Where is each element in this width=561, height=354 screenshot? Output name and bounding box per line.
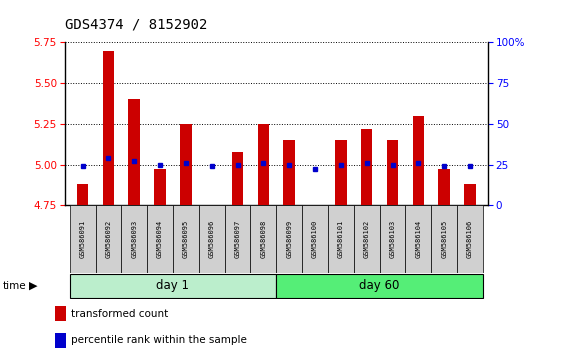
Bar <box>224 205 250 273</box>
Bar <box>154 170 166 205</box>
Bar <box>173 205 199 273</box>
Text: day 1: day 1 <box>157 279 190 292</box>
Bar <box>147 205 173 273</box>
Bar <box>257 124 269 205</box>
Bar <box>438 170 450 205</box>
Bar <box>55 333 66 348</box>
Bar <box>309 205 321 227</box>
Bar <box>232 152 243 205</box>
Text: GSM586091: GSM586091 <box>80 220 86 258</box>
Bar <box>276 274 483 298</box>
Bar <box>128 99 140 205</box>
Text: GSM586103: GSM586103 <box>389 220 396 258</box>
Bar <box>70 205 95 273</box>
Text: GSM586105: GSM586105 <box>441 220 447 258</box>
Text: ▶: ▶ <box>29 281 38 291</box>
Text: GSM586097: GSM586097 <box>234 220 241 258</box>
Text: GDS4374 / 8152902: GDS4374 / 8152902 <box>65 18 207 32</box>
Bar <box>354 205 380 273</box>
Text: day 60: day 60 <box>360 279 400 292</box>
Bar <box>406 205 431 273</box>
Bar <box>380 205 406 273</box>
Bar <box>464 184 476 205</box>
Bar <box>361 129 373 205</box>
Bar <box>302 205 328 273</box>
Text: GSM586093: GSM586093 <box>131 220 137 258</box>
Bar <box>95 205 121 273</box>
Bar <box>103 51 114 205</box>
Bar <box>431 205 457 273</box>
Bar <box>335 140 347 205</box>
Bar <box>276 205 302 273</box>
Text: GSM586099: GSM586099 <box>286 220 292 258</box>
Bar <box>250 205 276 273</box>
Text: percentile rank within the sample: percentile rank within the sample <box>71 335 246 345</box>
Text: GSM586101: GSM586101 <box>338 220 344 258</box>
Text: GSM586102: GSM586102 <box>364 220 370 258</box>
Bar <box>55 306 66 321</box>
Bar <box>206 205 218 225</box>
Text: GSM586092: GSM586092 <box>105 220 112 258</box>
Text: transformed count: transformed count <box>71 309 168 319</box>
Text: GSM586096: GSM586096 <box>209 220 215 258</box>
Text: GSM586098: GSM586098 <box>260 220 266 258</box>
Text: GSM586104: GSM586104 <box>415 220 421 258</box>
Text: GSM586094: GSM586094 <box>157 220 163 258</box>
Bar <box>283 140 295 205</box>
Bar <box>77 184 89 205</box>
Bar <box>121 205 147 273</box>
Bar <box>457 205 483 273</box>
Text: GSM586095: GSM586095 <box>183 220 189 258</box>
Bar <box>199 205 224 273</box>
Bar <box>412 116 424 205</box>
Text: time: time <box>3 281 26 291</box>
Bar <box>70 274 276 298</box>
Text: GSM586106: GSM586106 <box>467 220 473 258</box>
Bar <box>387 140 398 205</box>
Text: GSM586100: GSM586100 <box>312 220 318 258</box>
Bar <box>180 124 192 205</box>
Bar <box>328 205 354 273</box>
